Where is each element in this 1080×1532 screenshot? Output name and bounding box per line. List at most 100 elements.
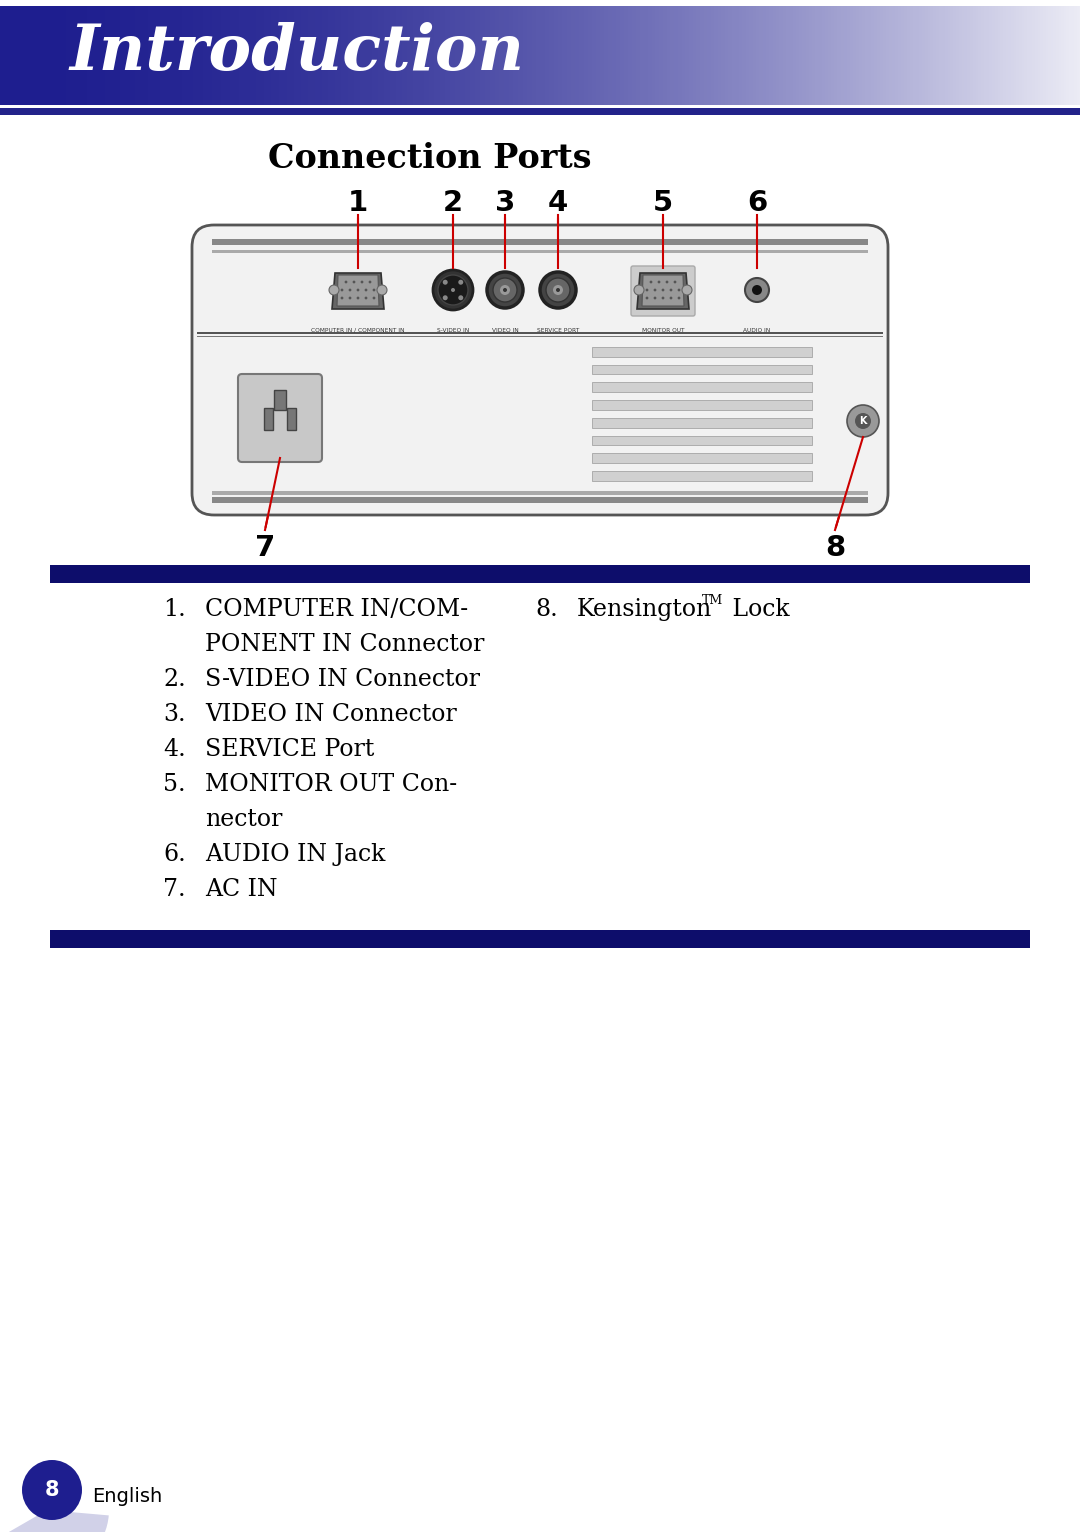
Circle shape [361, 280, 363, 283]
Circle shape [458, 296, 463, 300]
Bar [287, 408, 296, 430]
Bar [592, 470, 812, 481]
Text: 8.: 8. [535, 597, 557, 620]
Circle shape [356, 297, 360, 299]
Text: Connection Ports: Connection Ports [268, 141, 592, 175]
Circle shape [677, 297, 680, 299]
Circle shape [658, 280, 660, 283]
Circle shape [649, 280, 652, 283]
Circle shape [662, 288, 664, 291]
Text: 1.: 1. [163, 597, 186, 620]
Text: SERVICE Port: SERVICE Port [205, 738, 375, 761]
Bar [592, 400, 812, 409]
Polygon shape [642, 276, 684, 306]
Bar [264, 408, 273, 430]
Text: VIDEO IN Connector: VIDEO IN Connector [205, 703, 457, 726]
Circle shape [329, 285, 339, 296]
Circle shape [443, 296, 448, 300]
Text: 2.: 2. [163, 668, 186, 691]
Text: English: English [92, 1486, 162, 1506]
Circle shape [22, 1460, 82, 1520]
Bar [0, 107, 1080, 115]
FancyBboxPatch shape [631, 267, 696, 316]
Text: AUDIO IN Jack: AUDIO IN Jack [205, 843, 386, 866]
Circle shape [670, 288, 673, 291]
Text: COMPUTER IN/COM-: COMPUTER IN/COM- [205, 597, 468, 620]
Circle shape [634, 285, 644, 296]
Bar [592, 365, 812, 374]
Text: nector: nector [205, 807, 282, 830]
Circle shape [433, 270, 473, 309]
Bar [592, 346, 812, 357]
Bar [50, 930, 1030, 948]
Circle shape [546, 277, 570, 302]
Circle shape [365, 288, 367, 291]
Text: 7.: 7. [163, 878, 186, 901]
Text: 3.: 3. [163, 703, 186, 726]
Text: PONENT IN Connector: PONENT IN Connector [205, 633, 484, 656]
Text: 3: 3 [495, 188, 515, 218]
Circle shape [349, 297, 351, 299]
Circle shape [670, 297, 673, 299]
Circle shape [665, 280, 669, 283]
Circle shape [368, 280, 372, 283]
Bar [592, 453, 812, 463]
Circle shape [752, 285, 762, 296]
Bar [274, 391, 286, 411]
Circle shape [340, 288, 343, 291]
Bar [592, 383, 812, 392]
Text: 7: 7 [255, 535, 275, 562]
Circle shape [340, 297, 343, 299]
Polygon shape [337, 276, 379, 306]
Polygon shape [637, 273, 689, 309]
Circle shape [345, 280, 348, 283]
Text: AC IN: AC IN [205, 878, 278, 901]
Text: MONITOR OUT Con-: MONITOR OUT Con- [205, 774, 457, 797]
Bar [212, 239, 868, 245]
Circle shape [681, 285, 692, 296]
Text: S-VIDEO IN: S-VIDEO IN [437, 328, 469, 332]
Bar [0, 0, 1080, 6]
Text: Kensington: Kensington [577, 597, 712, 620]
Circle shape [653, 297, 657, 299]
Circle shape [653, 288, 657, 291]
Bar [592, 435, 812, 446]
Bar [592, 418, 812, 427]
Text: TM: TM [702, 594, 724, 607]
Circle shape [451, 288, 455, 293]
Bar [212, 490, 868, 495]
Text: Lock: Lock [725, 597, 789, 620]
Text: MONITOR OUT: MONITOR OUT [642, 328, 685, 332]
Bar [197, 332, 883, 334]
Circle shape [556, 288, 561, 293]
Text: COMPUTER IN / COMPONENT IN: COMPUTER IN / COMPONENT IN [311, 328, 405, 332]
Text: 4.: 4. [163, 738, 186, 761]
Circle shape [500, 285, 510, 296]
Bar [50, 565, 1030, 584]
Circle shape [458, 280, 463, 285]
Circle shape [365, 297, 367, 299]
Bar [0, 0, 1080, 106]
Text: 6.: 6. [163, 843, 186, 866]
Circle shape [487, 273, 523, 308]
Circle shape [373, 288, 376, 291]
Circle shape [352, 280, 355, 283]
Circle shape [540, 273, 576, 308]
Text: 5.: 5. [163, 774, 186, 797]
Circle shape [646, 297, 648, 299]
Text: 5: 5 [653, 188, 673, 218]
FancyBboxPatch shape [192, 225, 888, 515]
Bar [212, 250, 868, 253]
Wedge shape [0, 1511, 109, 1532]
Circle shape [438, 276, 468, 305]
Text: 8: 8 [44, 1480, 59, 1500]
Circle shape [349, 288, 351, 291]
Circle shape [443, 280, 448, 285]
Circle shape [492, 277, 517, 302]
Circle shape [662, 297, 664, 299]
Circle shape [503, 288, 507, 293]
Circle shape [373, 297, 376, 299]
Text: 1: 1 [348, 188, 368, 218]
Text: 6: 6 [747, 188, 767, 218]
Text: VIDEO IN: VIDEO IN [491, 328, 518, 332]
